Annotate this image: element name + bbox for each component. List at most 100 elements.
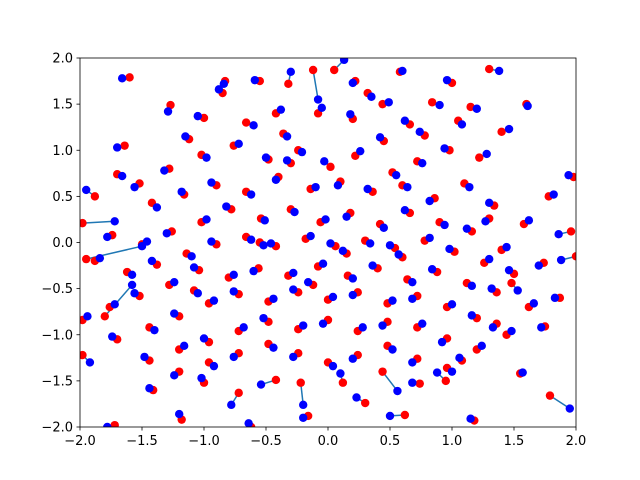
- end-point: [179, 341, 189, 351]
- end-point: [398, 66, 407, 76]
- end-point: [289, 268, 298, 278]
- end-point: [127, 270, 137, 279]
- end-point: [299, 413, 308, 422]
- start-point: [100, 312, 110, 321]
- start-point: [296, 378, 305, 387]
- end-point: [145, 384, 154, 393]
- end-point: [266, 239, 276, 248]
- end-point: [392, 170, 401, 180]
- end-point: [467, 281, 477, 291]
- end-point: [321, 215, 330, 224]
- end-point: [150, 325, 159, 335]
- end-point: [504, 124, 514, 134]
- end-point: [140, 352, 149, 362]
- end-point: [440, 144, 449, 153]
- end-point: [289, 352, 298, 362]
- end-point: [339, 58, 349, 65]
- end-point: [239, 323, 248, 332]
- y-tick-label: 0.0: [52, 236, 73, 251]
- end-point: [229, 270, 238, 279]
- end-point: [259, 241, 268, 250]
- end-point: [418, 158, 427, 168]
- end-point: [249, 266, 258, 276]
- end-point: [189, 263, 199, 272]
- end-point: [103, 422, 112, 427]
- end-point: [82, 185, 91, 195]
- end-point: [447, 300, 457, 309]
- end-point: [170, 371, 179, 380]
- end-point: [333, 181, 343, 190]
- start-point: [400, 410, 410, 420]
- end-point: [408, 378, 417, 387]
- end-point: [117, 171, 127, 181]
- end-point: [408, 358, 417, 367]
- end-point: [502, 242, 511, 252]
- end-point: [202, 215, 211, 224]
- end-point: [537, 323, 546, 332]
- end-point: [103, 232, 112, 242]
- end-point: [408, 277, 417, 287]
- end-point: [83, 312, 92, 321]
- end-point: [306, 231, 315, 241]
- end-point: [127, 280, 137, 290]
- end-point: [394, 250, 403, 259]
- start-point: [497, 127, 506, 136]
- end-point: [442, 75, 452, 85]
- end-point: [481, 217, 490, 226]
- end-point: [152, 203, 162, 212]
- end-point: [388, 296, 397, 305]
- x-tick-label: −2.0: [64, 434, 96, 449]
- start-point: [566, 227, 576, 236]
- start-point: [241, 118, 251, 127]
- end-point: [229, 352, 238, 362]
- end-point: [549, 190, 558, 199]
- start-point: [378, 367, 387, 376]
- connector-line: [104, 284, 133, 317]
- end-point: [229, 287, 238, 296]
- end-point: [427, 265, 437, 274]
- end-point: [482, 149, 491, 159]
- end-point: [415, 127, 424, 136]
- end-point: [110, 300, 119, 309]
- end-point: [260, 216, 269, 225]
- y-tick-label: 0.5: [52, 190, 73, 205]
- end-point: [297, 147, 307, 157]
- end-point: [130, 182, 139, 192]
- start-point: [90, 192, 100, 201]
- end-point: [365, 239, 375, 248]
- end-point: [326, 239, 335, 248]
- end-point: [209, 361, 219, 371]
- end-point: [163, 107, 173, 116]
- end-point: [320, 157, 329, 166]
- end-point: [466, 414, 475, 423]
- end-point: [336, 369, 345, 378]
- end-point: [564, 170, 573, 180]
- end-point: [222, 202, 231, 211]
- x-tick-label: 0.5: [380, 434, 401, 449]
- end-point: [368, 261, 377, 270]
- end-point: [388, 345, 397, 354]
- end-point: [142, 237, 152, 246]
- start-point: [234, 388, 243, 398]
- end-point: [130, 289, 139, 298]
- end-point: [529, 299, 539, 308]
- end-point: [455, 353, 464, 363]
- start-point: [441, 376, 450, 386]
- start-point: [475, 153, 484, 162]
- end-point: [282, 132, 292, 141]
- start-point: [507, 278, 516, 288]
- end-point: [193, 111, 202, 121]
- end-point: [318, 259, 328, 268]
- start-point: [330, 65, 339, 75]
- end-point: [207, 178, 216, 187]
- end-point: [485, 198, 494, 208]
- start-point: [545, 391, 555, 400]
- end-point: [303, 277, 313, 287]
- end-point: [199, 334, 209, 343]
- y-tick-label: 1.0: [52, 144, 73, 159]
- end-point: [352, 393, 361, 402]
- end-point: [162, 229, 171, 238]
- end-point: [494, 66, 504, 76]
- end-point: [418, 319, 427, 328]
- end-point: [249, 121, 258, 130]
